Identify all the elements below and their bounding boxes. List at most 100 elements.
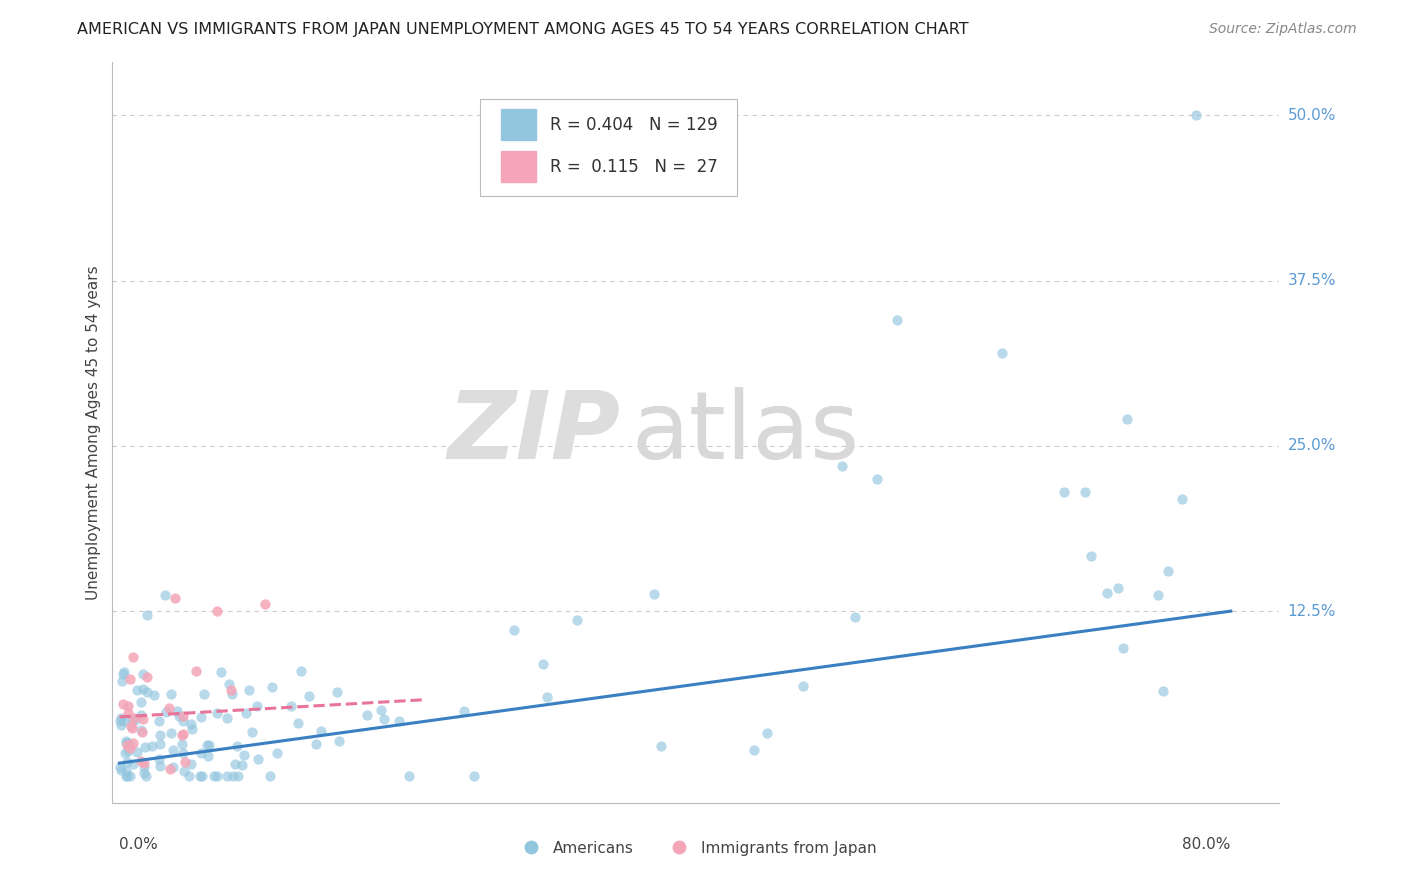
Americans — [132, 760, 155, 774]
Americans — [111, 673, 134, 688]
Americans — [114, 665, 136, 679]
Immigrants from Japan — [118, 672, 141, 686]
Text: 12.5%: 12.5% — [1288, 604, 1336, 618]
Text: AMERICAN VS IMMIGRANTS FROM JAPAN UNEMPLOYMENT AMONG AGES 45 TO 54 YEARS CORRELA: AMERICAN VS IMMIGRANTS FROM JAPAN UNEMPL… — [77, 22, 969, 37]
Americans — [117, 736, 139, 750]
Americans — [197, 748, 219, 763]
Americans — [135, 769, 157, 783]
Immigrants from Japan — [120, 740, 142, 755]
Americans — [148, 714, 170, 728]
Americans — [215, 711, 238, 725]
Americans — [132, 667, 155, 681]
Text: atlas: atlas — [631, 386, 860, 479]
Americans — [388, 714, 411, 728]
Americans — [217, 769, 239, 783]
Americans — [228, 769, 250, 783]
Immigrants from Japan — [129, 755, 152, 769]
Immigrants from Japan — [122, 711, 145, 725]
Americans — [129, 695, 152, 709]
Americans — [120, 769, 142, 783]
Americans — [122, 756, 145, 771]
Y-axis label: Unemployment Among Ages 45 to 54 years: Unemployment Among Ages 45 to 54 years — [86, 265, 101, 600]
Text: 25.0%: 25.0% — [1288, 438, 1336, 453]
Americans — [162, 760, 184, 774]
Americans — [226, 739, 249, 753]
Americans — [181, 722, 204, 736]
Americans — [202, 769, 225, 783]
Immigrants from Japan — [132, 712, 155, 726]
Legend: Americans, Immigrants from Japan: Americans, Immigrants from Japan — [509, 835, 883, 862]
Americans — [311, 724, 333, 739]
Americans — [124, 713, 146, 727]
Americans — [222, 769, 245, 783]
Americans — [1080, 549, 1102, 563]
Americans — [1171, 491, 1194, 506]
Americans — [190, 709, 212, 723]
Immigrants from Japan — [159, 762, 181, 776]
Americans — [886, 313, 908, 327]
Immigrants from Japan — [157, 700, 180, 714]
Americans — [132, 681, 155, 696]
Americans — [287, 716, 309, 731]
Text: ZIP: ZIP — [447, 386, 620, 479]
Text: R = 0.404   N = 129: R = 0.404 N = 129 — [550, 116, 717, 134]
FancyBboxPatch shape — [501, 152, 536, 182]
Americans — [177, 769, 200, 783]
Americans — [744, 742, 766, 756]
Americans — [755, 725, 778, 739]
Americans — [1115, 412, 1137, 426]
Americans — [218, 677, 240, 691]
Americans — [224, 756, 246, 771]
Text: 0.0%: 0.0% — [120, 838, 159, 852]
Americans — [125, 683, 148, 698]
Americans — [117, 744, 139, 758]
Americans — [110, 718, 132, 732]
Americans — [135, 685, 157, 699]
Immigrants from Japan — [163, 591, 186, 605]
Americans — [162, 743, 184, 757]
Americans — [1146, 588, 1168, 602]
Americans — [112, 714, 135, 728]
Americans — [115, 769, 138, 783]
Americans — [1074, 485, 1097, 500]
Americans — [172, 714, 194, 729]
Americans — [221, 687, 243, 701]
FancyBboxPatch shape — [501, 109, 536, 140]
Americans — [193, 687, 215, 701]
Americans — [1152, 684, 1174, 698]
Americans — [398, 769, 420, 783]
Americans — [643, 587, 665, 601]
Americans — [232, 747, 254, 762]
Americans — [463, 769, 485, 783]
Americans — [108, 714, 131, 728]
Immigrants from Japan — [120, 719, 142, 733]
Americans — [115, 734, 138, 748]
Americans — [159, 687, 181, 701]
Americans — [209, 665, 232, 679]
Americans — [865, 472, 887, 486]
Americans — [298, 689, 321, 703]
Americans — [110, 763, 132, 777]
Americans — [180, 757, 202, 772]
Americans — [115, 736, 138, 750]
Americans — [166, 704, 188, 718]
Americans — [191, 769, 214, 783]
Americans — [108, 760, 131, 774]
Americans — [180, 716, 202, 731]
Immigrants from Japan — [134, 756, 156, 771]
Americans — [238, 682, 260, 697]
Americans — [149, 758, 172, 772]
Americans — [1112, 640, 1135, 655]
Americans — [260, 680, 283, 694]
Immigrants from Japan — [172, 727, 194, 741]
Americans — [280, 698, 302, 713]
Americans — [207, 769, 229, 783]
Americans — [990, 346, 1012, 360]
Americans — [328, 733, 350, 747]
Americans — [148, 751, 170, 765]
Americans — [141, 739, 163, 754]
Americans — [831, 458, 853, 473]
Americans — [173, 764, 195, 779]
Americans — [1185, 108, 1208, 122]
Immigrants from Japan — [117, 738, 139, 752]
